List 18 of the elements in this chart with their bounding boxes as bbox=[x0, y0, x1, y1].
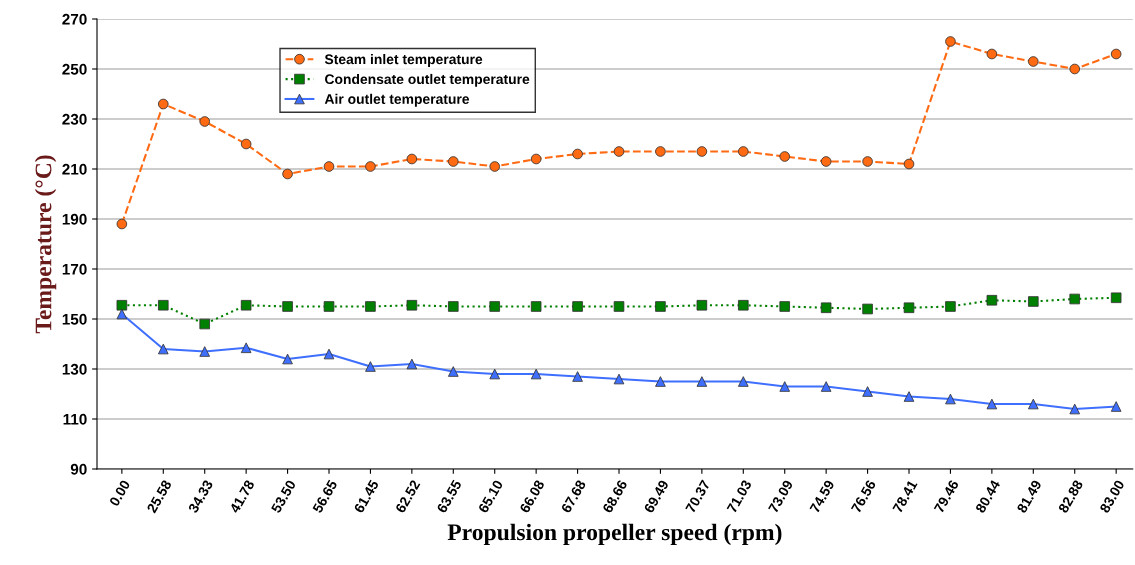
y-tick-label: 210 bbox=[62, 163, 87, 175]
y-axis-title: Temperature (°C) bbox=[34, 155, 57, 334]
y-tick-label: 170 bbox=[62, 263, 87, 275]
legend-label: Condensate outlet temperature bbox=[325, 73, 530, 87]
x-axis-title: Propulsion propeller speed (rpm) bbox=[447, 523, 782, 546]
y-tick-label: 150 bbox=[62, 313, 87, 325]
y-tick-label: 230 bbox=[62, 113, 87, 125]
y-tick-label: 130 bbox=[62, 363, 87, 375]
point bbox=[903, 302, 915, 314]
y-tick-label: 190 bbox=[62, 213, 87, 225]
legend-label: Steam inlet temperature bbox=[324, 54, 483, 67]
y-tick-label: 250 bbox=[62, 63, 87, 75]
point bbox=[986, 294, 998, 306]
y-tick-label: 90 bbox=[70, 463, 87, 475]
y-tick-label: 110 bbox=[63, 413, 87, 425]
y-tick-label: 270 bbox=[62, 13, 87, 25]
point bbox=[738, 299, 749, 311]
legend-label: Air outlet temperature bbox=[324, 93, 470, 107]
